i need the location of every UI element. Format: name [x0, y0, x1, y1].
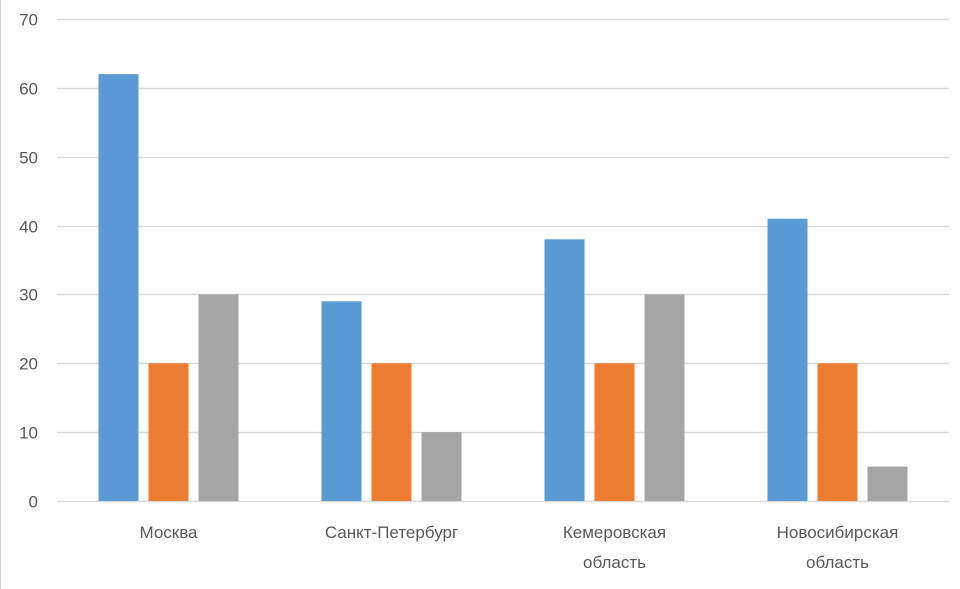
x-category-label: Кемеровская	[563, 523, 666, 542]
y-tick-label: 60	[19, 80, 38, 99]
y-axis-tick-labels: 0 10 20 30 40 50 60 70	[19, 11, 38, 512]
x-category-label: область	[806, 553, 869, 572]
x-category-label: Москва	[139, 523, 198, 542]
bar-series-2-category-4	[817, 363, 858, 501]
y-tick-label: 30	[19, 286, 38, 305]
bar-series-1-category-2	[321, 301, 362, 501]
bar-series-3-category-1	[198, 294, 239, 501]
bar-series-2-category-2	[371, 363, 412, 501]
x-axis-category-labels: Москва Санкт-Петербург Кемеровская область Н…	[139, 523, 898, 572]
bar-series-1-category-4	[767, 218, 808, 501]
bar-series-1-category-1	[98, 74, 139, 501]
x-category-label: область	[583, 553, 646, 572]
y-tick-label: 70	[19, 11, 38, 30]
y-tick-label: 0	[29, 493, 38, 512]
bar-series-2-category-3	[594, 363, 635, 501]
y-tick-label: 40	[19, 218, 38, 237]
bar-series-2-category-1	[148, 363, 189, 501]
bars	[98, 74, 908, 502]
bar-series-3-category-4	[867, 466, 908, 501]
x-category-label: Новосибирская	[777, 523, 899, 542]
bar-series-3-category-3	[644, 294, 685, 501]
x-category-label: Санкт-Петербург	[325, 523, 458, 542]
bar-series-1-category-3	[544, 239, 585, 502]
bar-series-3-category-2	[421, 432, 462, 501]
gridlines	[57, 18, 949, 503]
y-tick-label: 10	[19, 424, 38, 443]
y-tick-label: 20	[19, 355, 38, 374]
y-tick-label: 50	[19, 149, 38, 168]
